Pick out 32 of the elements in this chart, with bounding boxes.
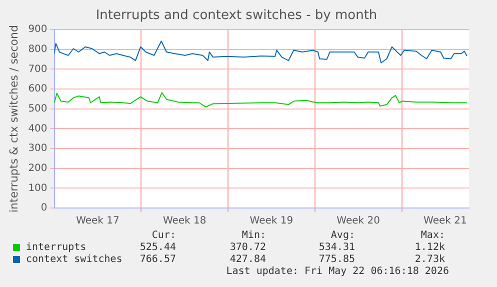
y-tick-label: 400	[28, 123, 48, 134]
y-tick-label: 0	[40, 202, 48, 214]
y-tick-label: 100	[28, 182, 48, 194]
text: 525.44	[138, 242, 176, 253]
x-tick-label: Week 20	[336, 216, 380, 227]
text: 2.73k	[414, 254, 445, 265]
y-tick-label: 900	[28, 24, 48, 36]
x-tick-label: Week 21	[424, 216, 467, 227]
text: 1.12k	[414, 242, 445, 253]
text: 427.84	[228, 254, 266, 265]
text: Avg:	[330, 230, 355, 241]
text: Last update: Fri May 22 06:16:18 2026	[226, 266, 449, 277]
y-axis-title: interrupts & ctx switches / second	[7, 25, 20, 213]
text: Cur:	[150, 230, 176, 241]
x-tick-label: Week 18	[162, 216, 206, 227]
chart-title: Interrupts and context switches - by month	[96, 8, 378, 24]
text: 766.57	[140, 254, 176, 265]
text: Max:	[420, 230, 445, 241]
legend-label: context switches	[26, 254, 122, 265]
legend-label: interrupts	[26, 242, 86, 253]
y-tick-label: 200	[28, 162, 48, 174]
y-tick-label: 800	[28, 44, 48, 56]
x-tick-label: Week 17	[76, 216, 120, 227]
text: Min:	[240, 230, 266, 241]
y-tick-label: 300	[28, 143, 48, 154]
y-tick-label: 700	[28, 64, 48, 75]
y-tick-label: 500	[28, 103, 48, 114]
x-tick-label: Week 19	[250, 216, 294, 227]
y-tick-label: 600	[28, 84, 48, 95]
text: 534.31	[318, 242, 355, 253]
text: 775.85	[318, 254, 355, 265]
text: 370.72	[228, 242, 266, 253]
